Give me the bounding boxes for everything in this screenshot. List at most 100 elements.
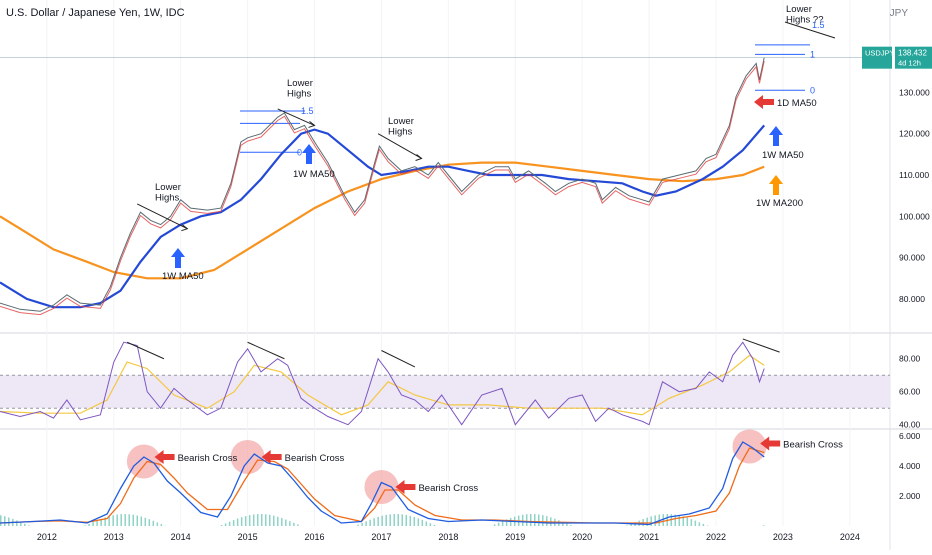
x-tick-label-2022: 2022 bbox=[706, 532, 726, 542]
x-tick-label-2013: 2013 bbox=[104, 532, 124, 542]
macd-histogram-bar bbox=[4, 516, 6, 526]
macd-histogram-bar bbox=[699, 522, 701, 526]
bearish-cross-circle bbox=[364, 470, 398, 504]
macd-histogram-bar bbox=[137, 515, 139, 526]
x-tick-label-2015: 2015 bbox=[238, 532, 258, 542]
macd-histogram-bar bbox=[654, 515, 656, 526]
macd-histogram-bar bbox=[241, 517, 243, 526]
macd-histogram-bar bbox=[273, 516, 275, 526]
macd-histogram-bar bbox=[687, 518, 689, 526]
price-tag-countdown: 4d 12h bbox=[898, 59, 921, 68]
macd-histogram-bar bbox=[149, 519, 151, 526]
x-tick-label-2014: 2014 bbox=[171, 532, 191, 542]
macd-histogram-bar bbox=[373, 518, 375, 526]
macd-histogram-bar bbox=[695, 521, 697, 526]
macd-histogram-bar bbox=[538, 514, 540, 526]
macd-histogram-bar bbox=[257, 514, 259, 526]
y-tick-label-rsi: 40.00 bbox=[899, 420, 921, 430]
y-tick-label-macd: 2.000 bbox=[899, 491, 921, 501]
macd-histogram-bar bbox=[225, 523, 227, 526]
macd-histogram-bar bbox=[410, 516, 412, 526]
bearish-cross-arrow bbox=[395, 480, 415, 494]
ma50-1d-label: 1D MA50 bbox=[777, 98, 817, 109]
macd-histogram-bar bbox=[498, 523, 500, 526]
ma50-1w-arrow-2022 bbox=[769, 126, 783, 146]
macd-histogram-bar bbox=[132, 515, 134, 526]
x-tick-label-2019: 2019 bbox=[505, 532, 525, 542]
bearish-cross-label: Bearish Cross bbox=[418, 483, 478, 494]
ma50-support-arrow-2015 bbox=[302, 144, 316, 164]
ma200-1w-arrow bbox=[769, 175, 783, 195]
macd-histogram-bar bbox=[402, 514, 404, 526]
macd-histogram-bar bbox=[418, 518, 420, 526]
macd-histogram-bar bbox=[397, 514, 399, 526]
macd-histogram-bar bbox=[28, 525, 30, 526]
ma50-support-arrow-2013 bbox=[171, 248, 185, 268]
macd-histogram-bar bbox=[763, 525, 765, 526]
x-tick-label-2021: 2021 bbox=[639, 532, 659, 542]
macd-histogram-bar bbox=[8, 517, 10, 526]
macd-histogram-bar bbox=[522, 515, 524, 526]
macd-histogram-bar bbox=[530, 514, 532, 526]
macd-histogram-bar bbox=[153, 521, 155, 526]
macd-histogram-bar bbox=[703, 524, 705, 526]
macd-histogram-bar bbox=[285, 520, 287, 526]
x-tick-label-2024: 2024 bbox=[840, 532, 860, 542]
macd-histogram-bar bbox=[357, 525, 359, 526]
macd-histogram-bar bbox=[16, 520, 18, 526]
macd-histogram-bar bbox=[570, 525, 572, 526]
y-tick-label-rsi: 80.00 bbox=[899, 354, 921, 364]
fib-label-15: 1.5 bbox=[301, 106, 314, 116]
macd-histogram-bar bbox=[297, 524, 299, 526]
x-tick-label-2016: 2016 bbox=[304, 532, 324, 542]
macd-histogram-bar bbox=[145, 518, 147, 526]
x-tick-label-2023: 2023 bbox=[773, 532, 793, 542]
rsi-divergence-line bbox=[127, 342, 164, 358]
macd-histogram-bar bbox=[422, 520, 424, 526]
x-tick-label-2012: 2012 bbox=[37, 532, 57, 542]
bearish-cross-label: Bearish Cross bbox=[783, 440, 843, 451]
macd-histogram-bar bbox=[430, 523, 432, 526]
chart-title: U.S. Dollar / Japanese Yen, 1W, IDC bbox=[6, 7, 185, 19]
macd-histogram-bar bbox=[406, 515, 408, 526]
bearish-cross-label: Bearish Cross bbox=[178, 453, 238, 464]
macd-histogram-bar bbox=[381, 516, 383, 526]
macd-histogram-bar bbox=[494, 524, 496, 526]
macd-histogram-bar bbox=[88, 524, 90, 526]
macd-histogram-bar bbox=[269, 515, 271, 526]
macd-histogram-bar bbox=[289, 521, 291, 526]
rsi-divergence-line bbox=[248, 342, 285, 358]
macd-histogram-bar bbox=[502, 521, 504, 526]
macd-histogram-bar bbox=[414, 517, 416, 526]
macd-histogram-bar bbox=[389, 514, 391, 526]
macd-histogram-bar bbox=[141, 517, 143, 526]
ma50-1w-label-2013: 1W MA50 bbox=[162, 271, 204, 282]
macd-histogram-bar bbox=[221, 525, 223, 526]
macd-histogram-bar bbox=[157, 522, 159, 526]
macd-histogram-bar bbox=[546, 516, 548, 526]
lower-highs-trendline bbox=[137, 204, 187, 229]
macd-histogram-bar bbox=[265, 514, 267, 526]
macd-histogram-bar bbox=[253, 514, 255, 526]
macd-histogram-bar bbox=[679, 515, 681, 526]
y-tick-label-macd: 6.000 bbox=[899, 431, 921, 441]
macd-histogram-bar bbox=[116, 515, 118, 526]
macd-histogram-bar bbox=[249, 515, 251, 526]
macd-histogram-bar bbox=[229, 522, 231, 526]
ma200-1w-label: 1W MA200 bbox=[756, 198, 803, 209]
x-tick-label-2017: 2017 bbox=[371, 532, 391, 542]
macd-histogram-bar bbox=[385, 515, 387, 526]
y-tick-label-main: 100.000 bbox=[899, 211, 930, 221]
macd-histogram-bar bbox=[245, 516, 247, 526]
y-tick-label-main: 130.000 bbox=[899, 87, 930, 97]
ma50-1w-label-2022: 1W MA50 bbox=[762, 150, 804, 161]
bearish-cross-label: Bearish Cross bbox=[285, 453, 345, 464]
price-tag-value: 138.432 bbox=[898, 49, 927, 58]
symbol-tag-text: USDJPY bbox=[865, 49, 895, 58]
